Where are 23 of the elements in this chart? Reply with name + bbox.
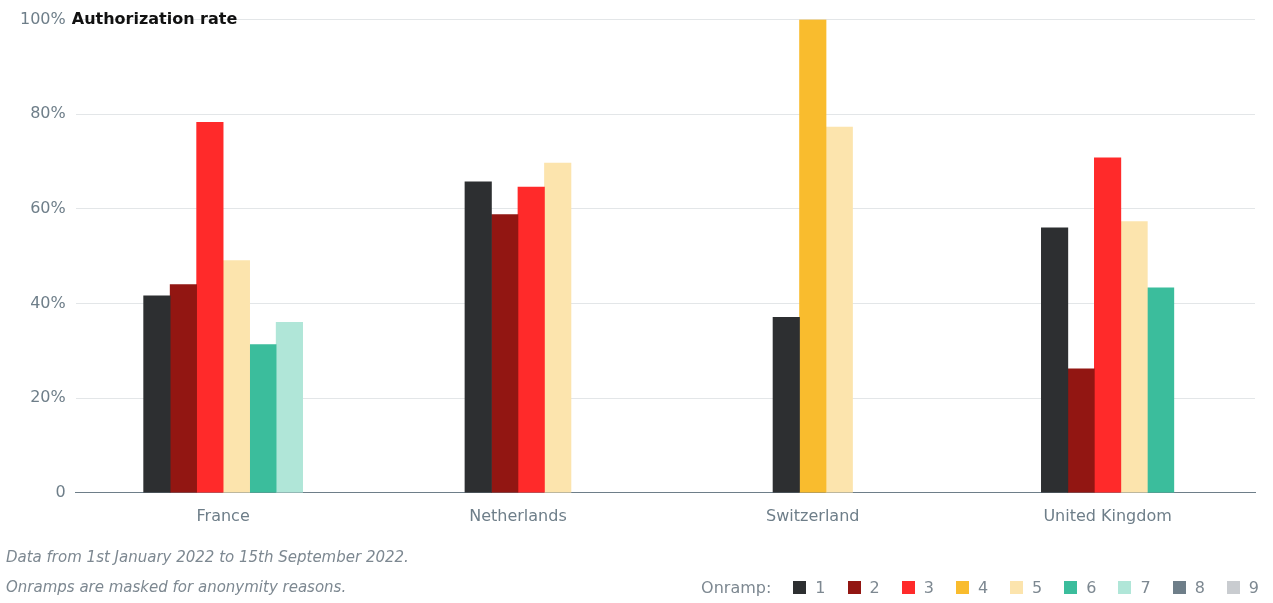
legend-label: 5	[1032, 577, 1043, 597]
y-tick-label: 80%	[30, 103, 66, 123]
x-tick-label: France	[196, 505, 250, 525]
y-tick-label: 100%	[19, 8, 66, 28]
x-tick-label: Netherlands	[469, 505, 567, 525]
legend-label: 7	[1140, 577, 1151, 597]
y-tick-label: 60%	[30, 198, 66, 218]
text: Data from 1st January 2022 to 15th September 2022.	[6, 547, 409, 568]
x-tick-label: United Kingdom	[1043, 505, 1172, 525]
legend-label: 2	[869, 577, 880, 597]
legend-label: 9	[1248, 577, 1259, 597]
legend-label: 1	[815, 577, 826, 597]
x-tick-label: Switzerland	[766, 505, 860, 525]
chart-title: Authorization rate	[71, 8, 238, 28]
legend-label: 6	[1086, 577, 1097, 597]
legend-label: 8	[1194, 577, 1205, 597]
text: Onramps are masked for anonymity reasons.	[6, 577, 348, 598]
y-tick-label: 40%	[30, 292, 66, 312]
legend-label: 4	[977, 577, 989, 597]
legend-label: 3	[923, 577, 934, 597]
y-tick-label: 20%	[30, 387, 66, 407]
y-tick-label: 0	[55, 481, 66, 501]
legend-title: Onramp:	[701, 577, 772, 597]
